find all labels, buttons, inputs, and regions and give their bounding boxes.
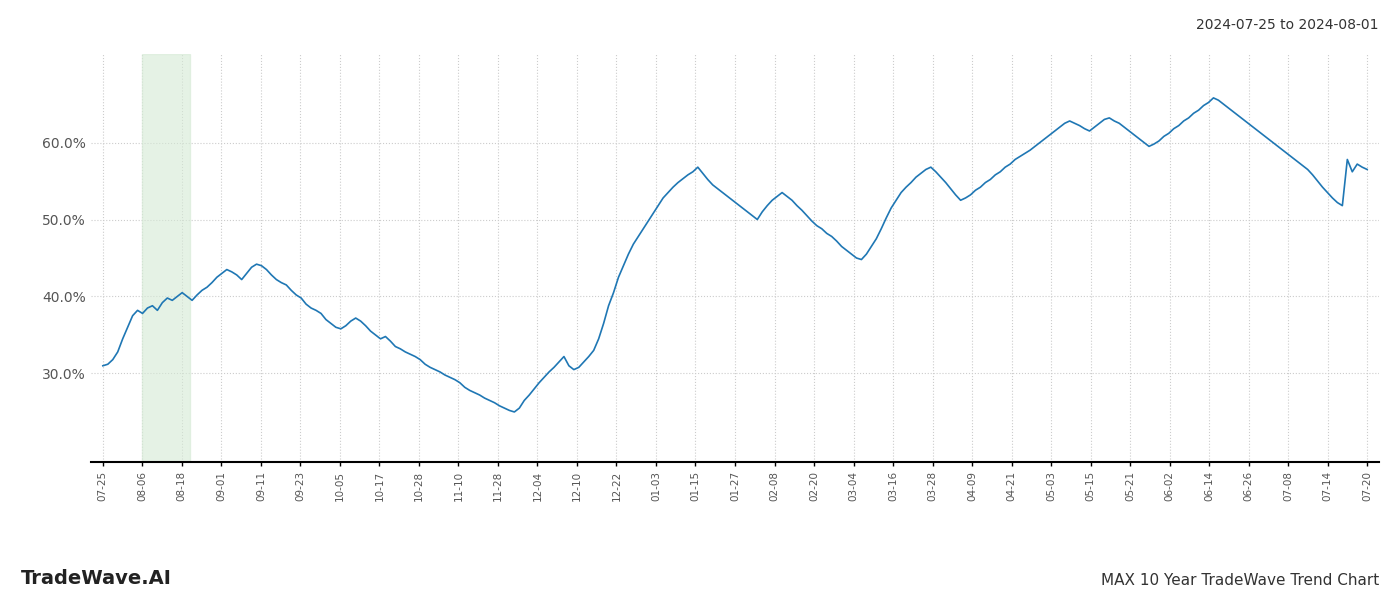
Text: MAX 10 Year TradeWave Trend Chart: MAX 10 Year TradeWave Trend Chart (1100, 573, 1379, 588)
Bar (143, 54, 190, 462)
Text: 2024-07-25 to 2024-08-01: 2024-07-25 to 2024-08-01 (1197, 18, 1379, 32)
Text: TradeWave.AI: TradeWave.AI (21, 569, 172, 588)
